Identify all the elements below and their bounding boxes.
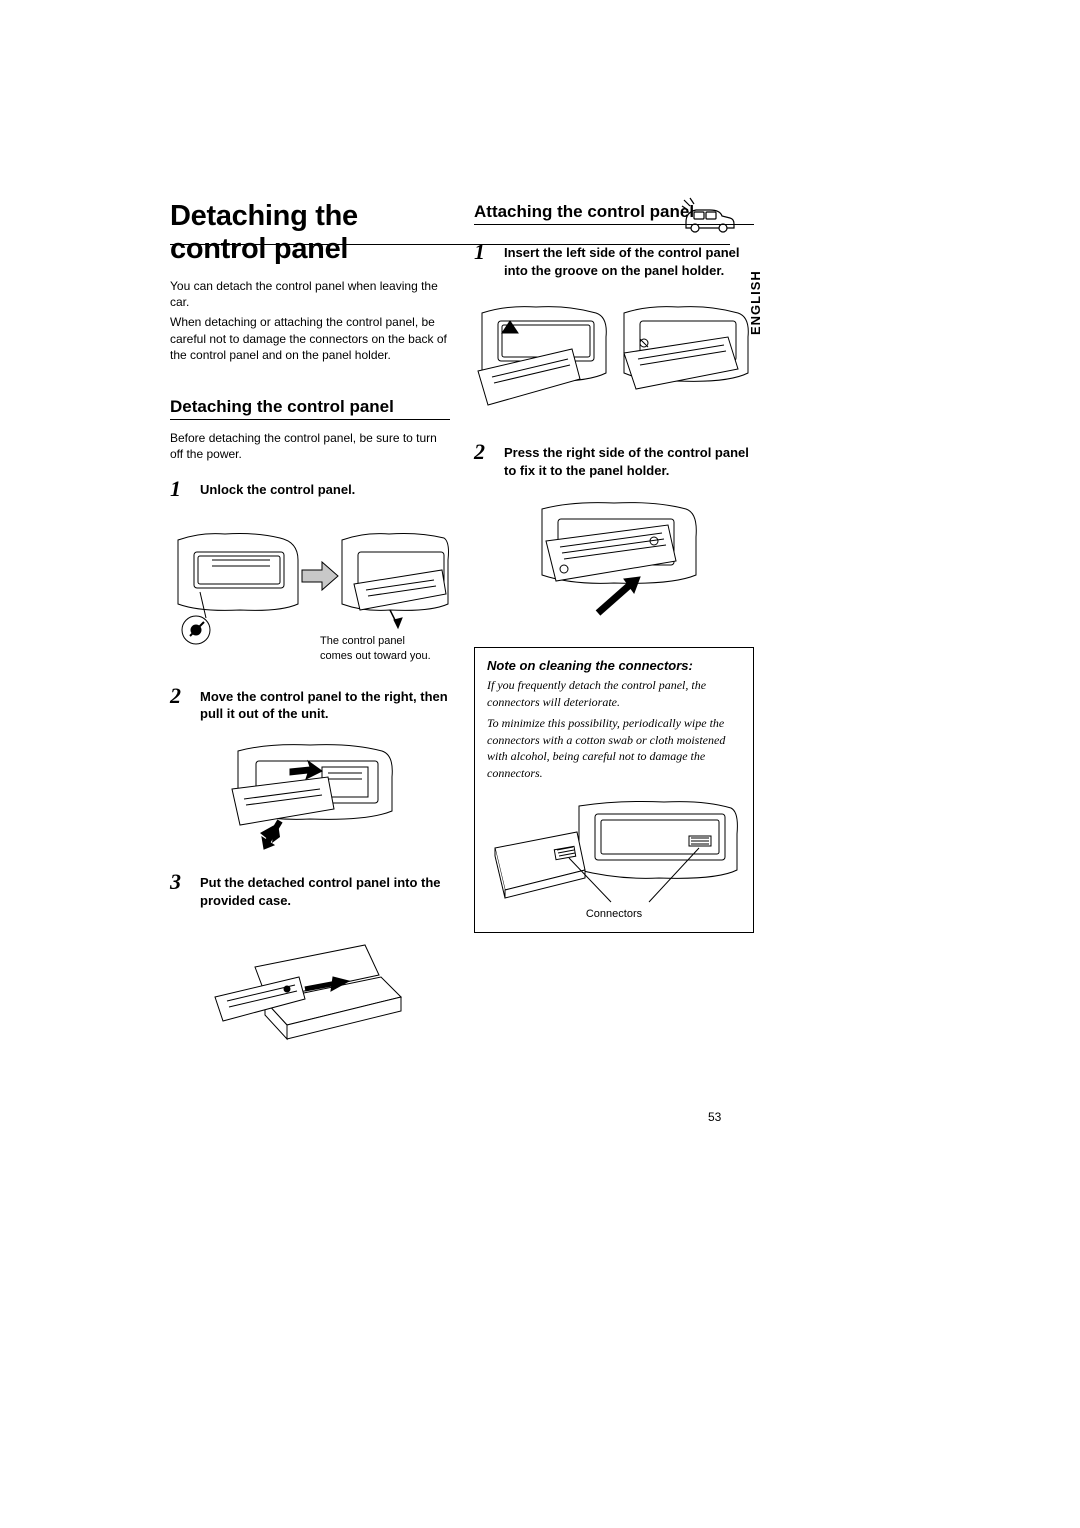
detach-step1-figure: The control panel comes out toward you. (170, 510, 450, 663)
detach-heading: Detaching the control panel (170, 397, 450, 420)
right-column: Attaching the control panel 1 Insert the… (474, 190, 754, 1049)
attach-step2-figure (474, 489, 754, 629)
step-number: 1 (474, 241, 492, 279)
detach-step-3: 3 Put the detached control panel into th… (170, 871, 450, 909)
attach-heading: Attaching the control panel (474, 202, 754, 225)
left-column: Detaching the control panel You can deta… (170, 190, 450, 1049)
step-text: Press the right side of the control pane… (504, 444, 754, 479)
detach-step3-figure (170, 919, 450, 1049)
attach-step1-figure (474, 289, 754, 429)
cleaning-note-box: Note on cleaning the connectors: If you … (474, 647, 754, 933)
note-body-1: If you frequently detach the control pan… (487, 677, 741, 711)
detach-pre-note: Before detaching the control panel, be s… (170, 430, 450, 462)
page-content: Detaching the control panel You can deta… (170, 190, 910, 1049)
step-text: Unlock the control panel. (200, 481, 355, 500)
attach-step-1: 1 Insert the left side of the control pa… (474, 241, 754, 279)
step-text: Put the detached control panel into the … (200, 874, 450, 909)
attach-step-2: 2 Press the right side of the control pa… (474, 441, 754, 479)
intro-para-1: You can detach the control panel when le… (170, 278, 450, 310)
step-number: 3 (170, 871, 188, 909)
step-number: 2 (474, 441, 492, 479)
note-title: Note on cleaning the connectors: (487, 658, 741, 673)
connectors-label: Connectors (487, 908, 741, 920)
step-number: 1 (170, 478, 188, 500)
detach-step2-figure (170, 733, 450, 853)
step-number: 2 (170, 685, 188, 723)
detach-step-2: 2 Move the control panel to the right, t… (170, 685, 450, 723)
main-title: Detaching the control panel (170, 200, 450, 266)
intro-para-2: When detaching or attaching the control … (170, 314, 450, 363)
note-body-2: To minimize this possibility, periodical… (487, 715, 741, 782)
detach-step-1: 1 Unlock the control panel. (170, 478, 450, 500)
detach-step1-caption: The control panel comes out toward you. (320, 634, 440, 663)
step-text: Insert the left side of the control pane… (504, 244, 754, 279)
step-text: Move the control panel to the right, the… (200, 688, 450, 723)
page-number: 53 (708, 1110, 721, 1124)
connectors-figure: Connectors (487, 792, 741, 920)
